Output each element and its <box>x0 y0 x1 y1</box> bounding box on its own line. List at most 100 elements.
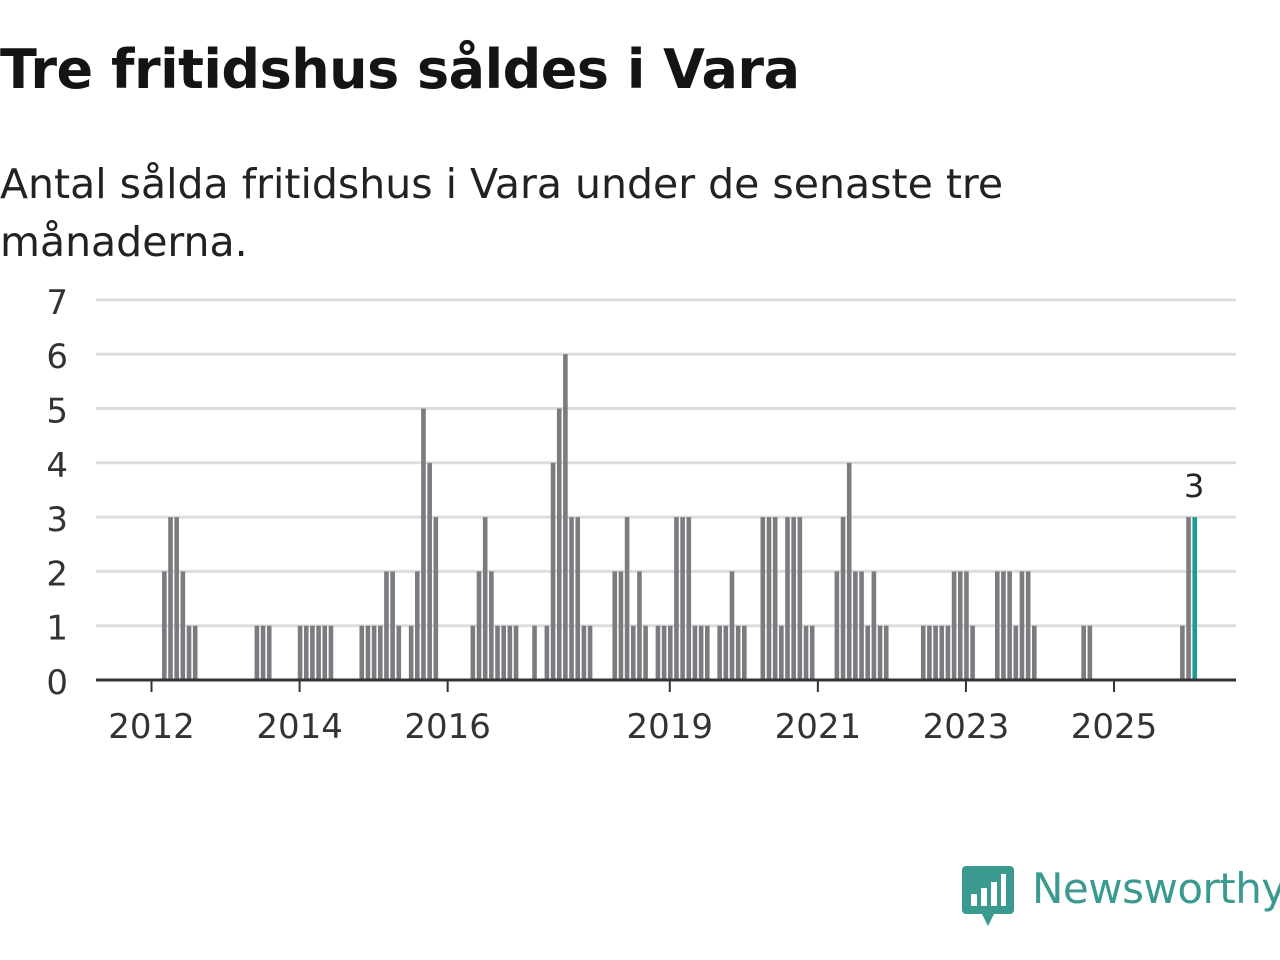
y-tick-label: 1 <box>46 609 68 649</box>
bar <box>476 571 482 680</box>
bar <box>489 571 494 680</box>
bar <box>192 625 198 680</box>
bar <box>797 517 803 680</box>
bar <box>766 517 772 680</box>
newsworthy-logo: Newsworthy <box>962 864 1280 928</box>
bar <box>853 571 858 680</box>
bar <box>575 517 581 680</box>
bar <box>964 571 969 680</box>
bar <box>846 462 852 680</box>
bar <box>729 571 735 680</box>
x-tick-label: 2019 <box>627 707 714 747</box>
bar <box>692 625 698 680</box>
bar <box>1081 625 1086 680</box>
bar <box>667 625 673 680</box>
x-tick-label: 2012 <box>108 707 195 747</box>
bar <box>297 625 303 680</box>
bar <box>735 625 741 680</box>
x-tick-label: 2016 <box>404 707 491 747</box>
bar <box>859 571 864 680</box>
bar <box>840 517 846 680</box>
y-tick-label: 3 <box>46 500 68 540</box>
bar <box>1032 625 1037 680</box>
bar <box>421 408 426 680</box>
bar <box>433 517 439 680</box>
bar <box>495 625 500 680</box>
bar <box>871 571 877 680</box>
x-tick-label: 2025 <box>1071 707 1158 747</box>
bar <box>717 625 722 680</box>
bar <box>507 625 513 680</box>
bar <box>945 625 951 680</box>
bar <box>322 625 328 680</box>
bar <box>427 462 432 680</box>
bar <box>637 571 642 680</box>
bar <box>365 625 371 680</box>
bar <box>174 517 179 680</box>
bar <box>501 625 506 680</box>
bar <box>328 625 334 680</box>
bar <box>661 625 667 680</box>
bar <box>1013 625 1019 680</box>
bar <box>168 517 173 680</box>
bar <box>779 625 784 680</box>
bar <box>791 517 796 680</box>
y-axis-labels: 0 1 2 3 4 5 6 7 <box>46 283 68 703</box>
bar <box>686 517 692 680</box>
x-axis-ticks <box>150 680 1116 692</box>
bar <box>384 571 389 680</box>
bar <box>618 571 624 680</box>
bar <box>680 517 685 680</box>
x-tick-label: 2014 <box>256 707 343 747</box>
bar <box>1019 571 1025 680</box>
bar <box>310 625 315 680</box>
bar <box>544 625 550 680</box>
bar <box>303 625 309 680</box>
bar <box>186 625 192 680</box>
bar <box>809 625 815 680</box>
bar <box>1007 571 1012 680</box>
bars <box>162 354 1198 680</box>
bar <box>180 571 186 680</box>
bar <box>569 517 574 680</box>
bar <box>470 625 476 680</box>
bar <box>933 625 938 680</box>
bar <box>834 571 840 680</box>
newsworthy-logo-text: Newsworthy <box>1032 864 1280 913</box>
bar <box>785 517 790 680</box>
bar <box>723 625 729 680</box>
chart-title: Tre fritidshus såldes i Vara <box>0 38 800 101</box>
bar <box>883 625 889 680</box>
bar <box>643 625 648 680</box>
bar <box>994 571 1000 680</box>
bar <box>920 625 926 680</box>
bar <box>772 517 778 680</box>
bar <box>563 354 568 680</box>
bar <box>705 625 710 680</box>
last-value-annotation: 3 <box>1184 467 1204 505</box>
bar <box>408 625 414 680</box>
gridlines <box>96 298 1236 628</box>
bar <box>939 625 945 680</box>
bar <box>162 571 167 680</box>
bar <box>1087 625 1093 680</box>
bar <box>371 625 377 680</box>
bar <box>957 571 963 680</box>
bar <box>630 625 636 680</box>
bar <box>377 625 383 680</box>
bar <box>254 625 260 680</box>
bar <box>865 625 871 680</box>
bar <box>1001 571 1006 680</box>
x-tick-label: 2023 <box>923 707 1010 747</box>
bar <box>359 625 365 680</box>
bar <box>260 625 266 680</box>
chart-subtitle: Antal sålda fritidshus i Vara under de s… <box>0 160 1004 266</box>
bar <box>624 517 630 680</box>
bar <box>581 625 587 680</box>
y-tick-label: 6 <box>46 337 68 377</box>
bar <box>532 625 537 680</box>
bar-chart: 0 1 2 3 4 5 6 7 2012 2014 2016 2019 2021 2023 2025 3 <box>46 283 1236 747</box>
x-tick-label: 2021 <box>775 707 862 747</box>
bar <box>877 625 883 680</box>
bar <box>482 517 488 680</box>
